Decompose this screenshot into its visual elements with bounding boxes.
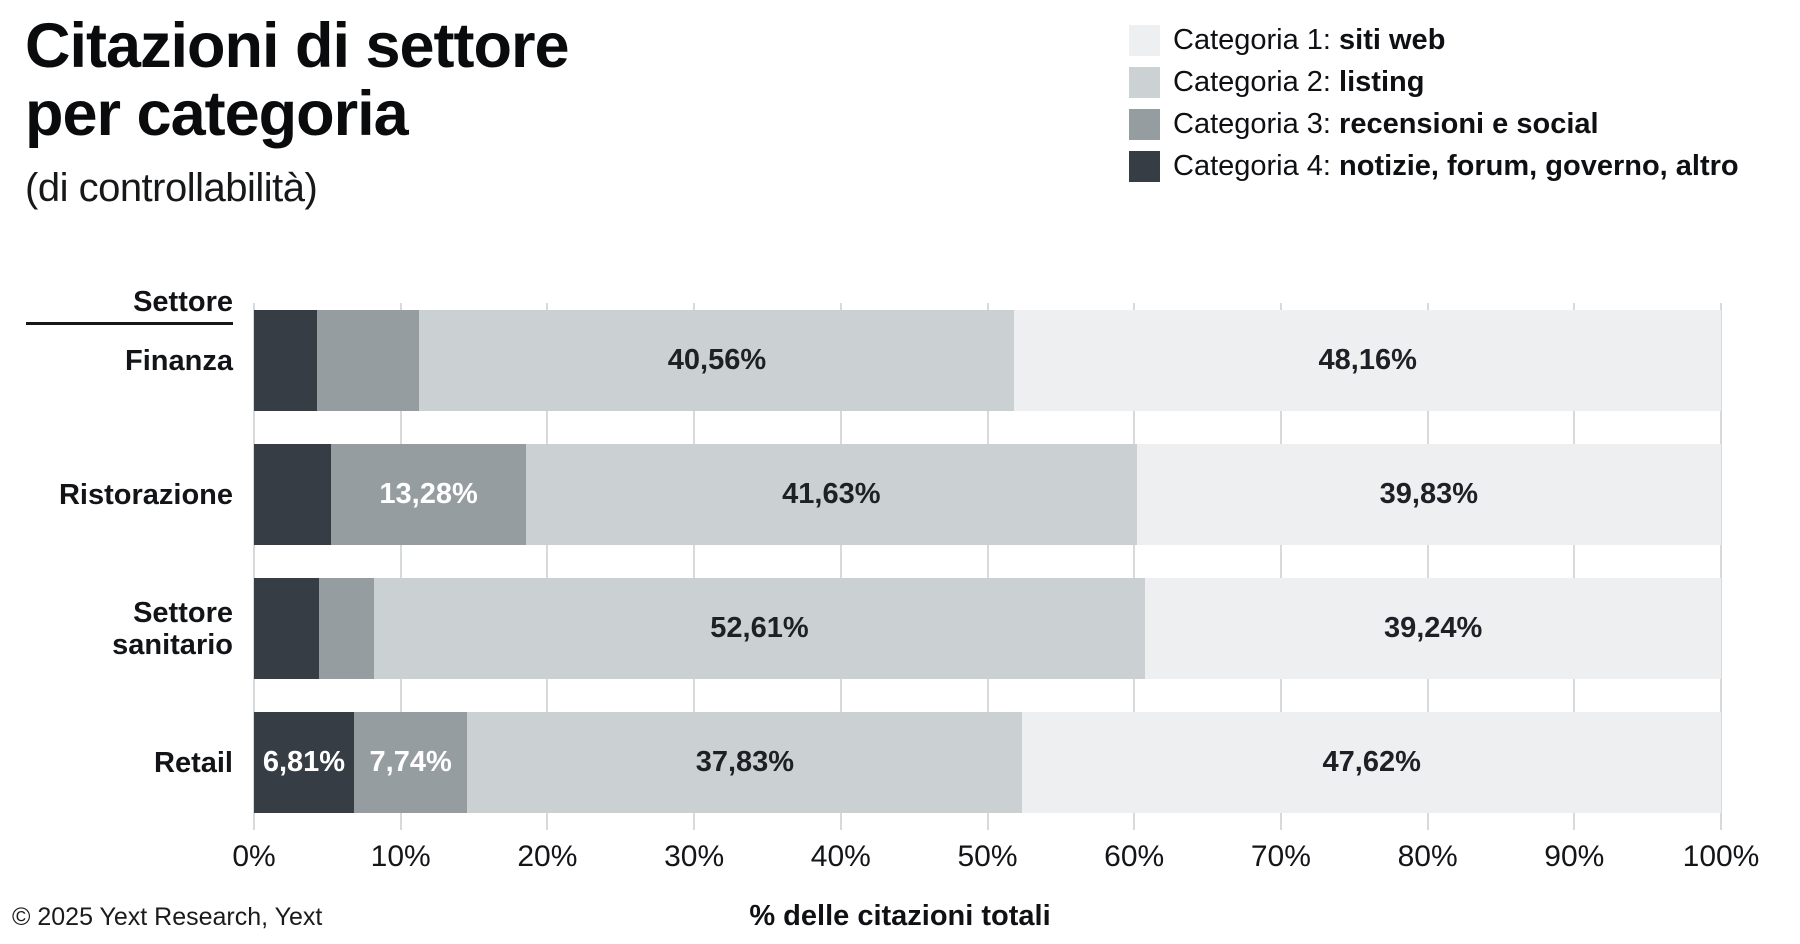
gridline xyxy=(839,303,842,830)
legend-swatch xyxy=(1129,151,1160,182)
bar-row: 6,81% 7,74% 37,83% 47,62% xyxy=(254,712,1721,813)
bar-segment: 52,61% xyxy=(373,578,1146,679)
x-axis-tick-label: 100% xyxy=(1682,840,1760,873)
bar-segment: 39,24% xyxy=(1145,578,1721,679)
legend-swatch xyxy=(1129,25,1160,56)
bar-segment xyxy=(317,310,420,411)
legend-label: Categoria 1: siti web xyxy=(1173,24,1446,56)
legend-label: Categoria 3: recensioni e social xyxy=(1173,108,1599,140)
bar-value-label: 6,81% xyxy=(262,746,346,778)
gridline xyxy=(693,303,696,830)
legend-item-2: Categoria 2: listing xyxy=(1129,66,1739,98)
copyright-text: © 2025 Yext Research, Yext xyxy=(12,903,323,931)
x-axis-tick-label: 40% xyxy=(810,840,871,873)
bar-value-label: 41,63% xyxy=(782,478,881,510)
bar-segment: 40,56% xyxy=(419,310,1015,411)
bar-row: 52,61% 39,24% xyxy=(254,578,1721,679)
x-axis-tick-label: 50% xyxy=(957,840,1018,873)
bar-segment: 6,81% xyxy=(254,712,354,813)
gridline xyxy=(546,303,549,830)
legend-swatch xyxy=(1129,109,1160,140)
legend-item-4: Categoria 4: notizie, forum, governo, al… xyxy=(1129,150,1739,182)
x-axis-tick-label: 20% xyxy=(517,840,578,873)
bar-segment xyxy=(318,578,374,679)
gridline xyxy=(1720,303,1722,830)
x-axis-title: % delle citazioni totali xyxy=(749,900,1051,932)
row-header-label: Settore xyxy=(133,286,233,318)
gridline xyxy=(1573,303,1576,830)
bar-segment: 41,63% xyxy=(525,444,1137,545)
bar-segment: 13,28% xyxy=(331,444,526,545)
bar-row: 13,28% 41,63% 39,83% xyxy=(254,444,1721,545)
chart-title-line1: Citazioni di settore xyxy=(25,11,570,81)
bar-segment: 47,62% xyxy=(1022,712,1721,813)
row-label: Ristorazione xyxy=(58,478,233,511)
gridline xyxy=(399,303,402,830)
x-axis-tick-label: 90% xyxy=(1544,840,1605,873)
bar-segment: 48,16% xyxy=(1014,310,1721,411)
bar-value-label: 13,28% xyxy=(379,478,478,510)
gridline xyxy=(253,303,255,830)
x-axis-tick-label: 0% xyxy=(232,840,276,873)
row-header-underline xyxy=(26,322,233,325)
bar-value-label: 52,61% xyxy=(710,612,809,644)
chart-title: Citazioni di settore per categoria xyxy=(25,11,570,149)
row-label: Finanza xyxy=(125,344,233,377)
bar-segment: 7,74% xyxy=(353,712,468,813)
bar-segment xyxy=(254,578,319,679)
chart-title-line2: per categoria xyxy=(25,79,409,149)
gridline xyxy=(1279,303,1282,830)
legend-swatch xyxy=(1129,67,1160,98)
gridline xyxy=(1133,303,1136,830)
bar-value-label: 37,83% xyxy=(695,746,795,778)
bar-row: 40,56% 48,16% xyxy=(254,310,1721,411)
x-axis-tick-label: 30% xyxy=(664,840,725,873)
row-label: Retail xyxy=(154,746,233,779)
x-axis-tick-label: 70% xyxy=(1250,840,1311,873)
bar-segment xyxy=(254,444,332,545)
x-axis-tick-label: 10% xyxy=(370,840,431,873)
legend-item-3: Categoria 3: recensioni e social xyxy=(1129,108,1739,140)
x-axis: 0% 10% 20% 30% 40% 50% 60% 70% 80% 90% 100% xyxy=(232,840,1759,880)
bar-segment: 37,83% xyxy=(467,712,1023,813)
chart-subtitle: (di controllabilità) xyxy=(25,166,318,210)
legend: Categoria 1: siti web Categoria 2: listin… xyxy=(1129,24,1739,193)
bar-value-label: 39,24% xyxy=(1383,612,1483,644)
x-axis-tick-label: 60% xyxy=(1104,840,1165,873)
legend-label: Categoria 4: notizie, forum, governo, al… xyxy=(1173,150,1739,182)
gridline xyxy=(986,303,989,830)
legend-label: Categoria 2: listing xyxy=(1173,66,1425,98)
gridline xyxy=(1426,303,1429,830)
bar-segment: 39,83% xyxy=(1136,444,1721,545)
bar-value-label: 47,62% xyxy=(1322,746,1421,778)
bar-value-label: 7,74% xyxy=(369,746,452,778)
bar-value-label: 40,56% xyxy=(667,344,767,376)
row-label: Settore sanitario xyxy=(112,596,233,661)
plot-area: 40,56% 48,16% 13,28% 41,63% 39,83% 52,61% 39,2… xyxy=(253,303,1722,830)
bar-value-label: 39,83% xyxy=(1379,478,1479,510)
bar-value-label: 48,16% xyxy=(1318,344,1417,376)
x-axis-tick-label: 80% xyxy=(1397,840,1458,873)
legend-item-1: Categoria 1: siti web xyxy=(1129,24,1739,56)
bar-segment xyxy=(254,310,318,411)
